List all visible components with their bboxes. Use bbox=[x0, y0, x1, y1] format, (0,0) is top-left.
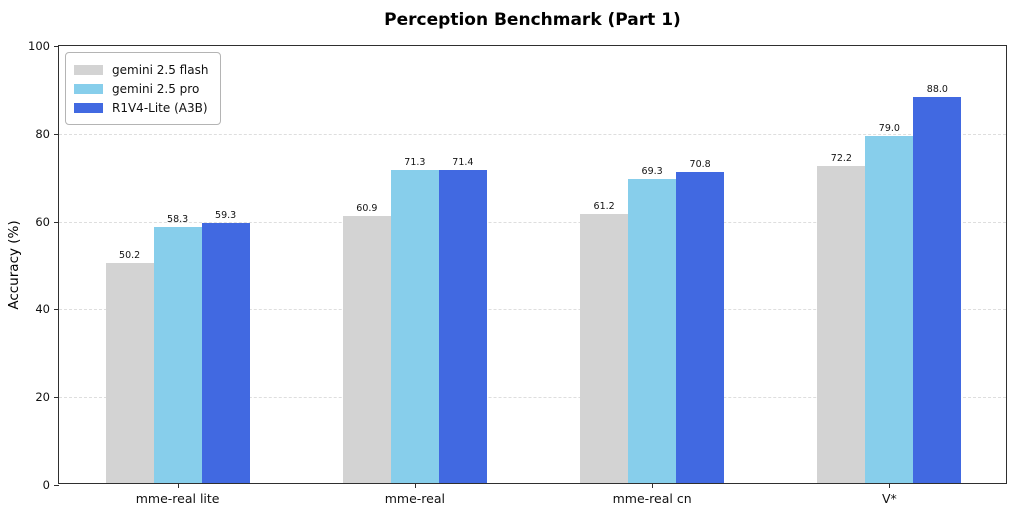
bar-value-label: 88.0 bbox=[926, 83, 948, 95]
y-tick-mark bbox=[54, 397, 59, 399]
y-tick-label: 60 bbox=[35, 214, 50, 229]
bar-value-label: 59.3 bbox=[215, 209, 237, 221]
bar-value-label: 71.3 bbox=[404, 156, 426, 168]
gridline bbox=[59, 397, 1006, 399]
legend-swatch bbox=[74, 102, 103, 113]
y-tick-mark bbox=[54, 485, 59, 486]
legend-entry: gemini 2.5 flash bbox=[74, 60, 208, 79]
y-tick-label: 20 bbox=[35, 390, 50, 405]
legend: gemini 2.5 flash gemini 2.5 pro R1V4-Lite … bbox=[65, 52, 222, 125]
x-tick-label: mme-real bbox=[384, 491, 445, 506]
bar bbox=[676, 172, 725, 483]
legend-swatch bbox=[74, 83, 103, 94]
y-tick-label: 40 bbox=[35, 302, 50, 317]
bar bbox=[865, 136, 914, 483]
bar-value-label: 70.8 bbox=[689, 159, 711, 171]
plot-area: 0 20 40 60 80 100 mme-real lite mme-real mme-re… bbox=[28, 39, 1007, 506]
x-tick-mark bbox=[889, 483, 891, 488]
bar-value-label: 58.3 bbox=[167, 214, 189, 226]
y-tick-label: 100 bbox=[28, 39, 50, 53]
bar bbox=[817, 166, 866, 483]
gridline bbox=[59, 133, 1006, 135]
gridline bbox=[59, 221, 1006, 223]
bar-value-label: 71.4 bbox=[452, 156, 474, 168]
bar bbox=[342, 215, 391, 483]
bar bbox=[580, 214, 629, 483]
gridline bbox=[59, 309, 1006, 311]
y-axis-label: Accuracy (%) bbox=[6, 220, 22, 310]
y-tick-mark bbox=[54, 133, 59, 135]
x-tick-mark bbox=[414, 483, 416, 488]
bar-value-label: 72.2 bbox=[830, 153, 852, 165]
bar bbox=[390, 170, 439, 483]
bar-value-label: 60.9 bbox=[356, 202, 378, 214]
legend-entry: gemini 2.5 pro bbox=[74, 79, 208, 98]
legend-label: gemini 2.5 flash bbox=[112, 62, 209, 77]
x-tick-label: mme-real cn bbox=[612, 491, 692, 506]
y-tick-mark bbox=[54, 46, 59, 47]
bar-value-label: 61.2 bbox=[593, 201, 615, 213]
bar-value-label: 79.0 bbox=[878, 123, 900, 135]
y-tick-label: 80 bbox=[35, 126, 50, 141]
bar bbox=[628, 178, 677, 483]
y-tick-mark bbox=[54, 221, 59, 223]
x-tick-label: V* bbox=[881, 491, 897, 506]
y-tick-label: 0 bbox=[42, 478, 50, 492]
bar bbox=[438, 169, 487, 483]
legend-swatch bbox=[74, 64, 103, 75]
legend-label: R1V4-Lite (A3B) bbox=[112, 100, 208, 115]
x-tick-label: mme-real lite bbox=[135, 491, 220, 506]
bar bbox=[153, 227, 202, 483]
y-tick-mark bbox=[54, 309, 59, 311]
x-tick-mark bbox=[652, 483, 654, 488]
bar-value-label: 50.2 bbox=[119, 249, 141, 261]
bar bbox=[913, 96, 962, 483]
bar bbox=[201, 222, 250, 483]
legend-label: gemini 2.5 pro bbox=[112, 81, 200, 96]
legend-entry: R1V4-Lite (A3B) bbox=[74, 98, 208, 117]
bar-value-label: 69.3 bbox=[641, 165, 663, 177]
chart-title: Perception Benchmark (Part 1) bbox=[384, 10, 681, 30]
bar bbox=[105, 262, 154, 483]
x-tick-mark bbox=[177, 483, 179, 488]
